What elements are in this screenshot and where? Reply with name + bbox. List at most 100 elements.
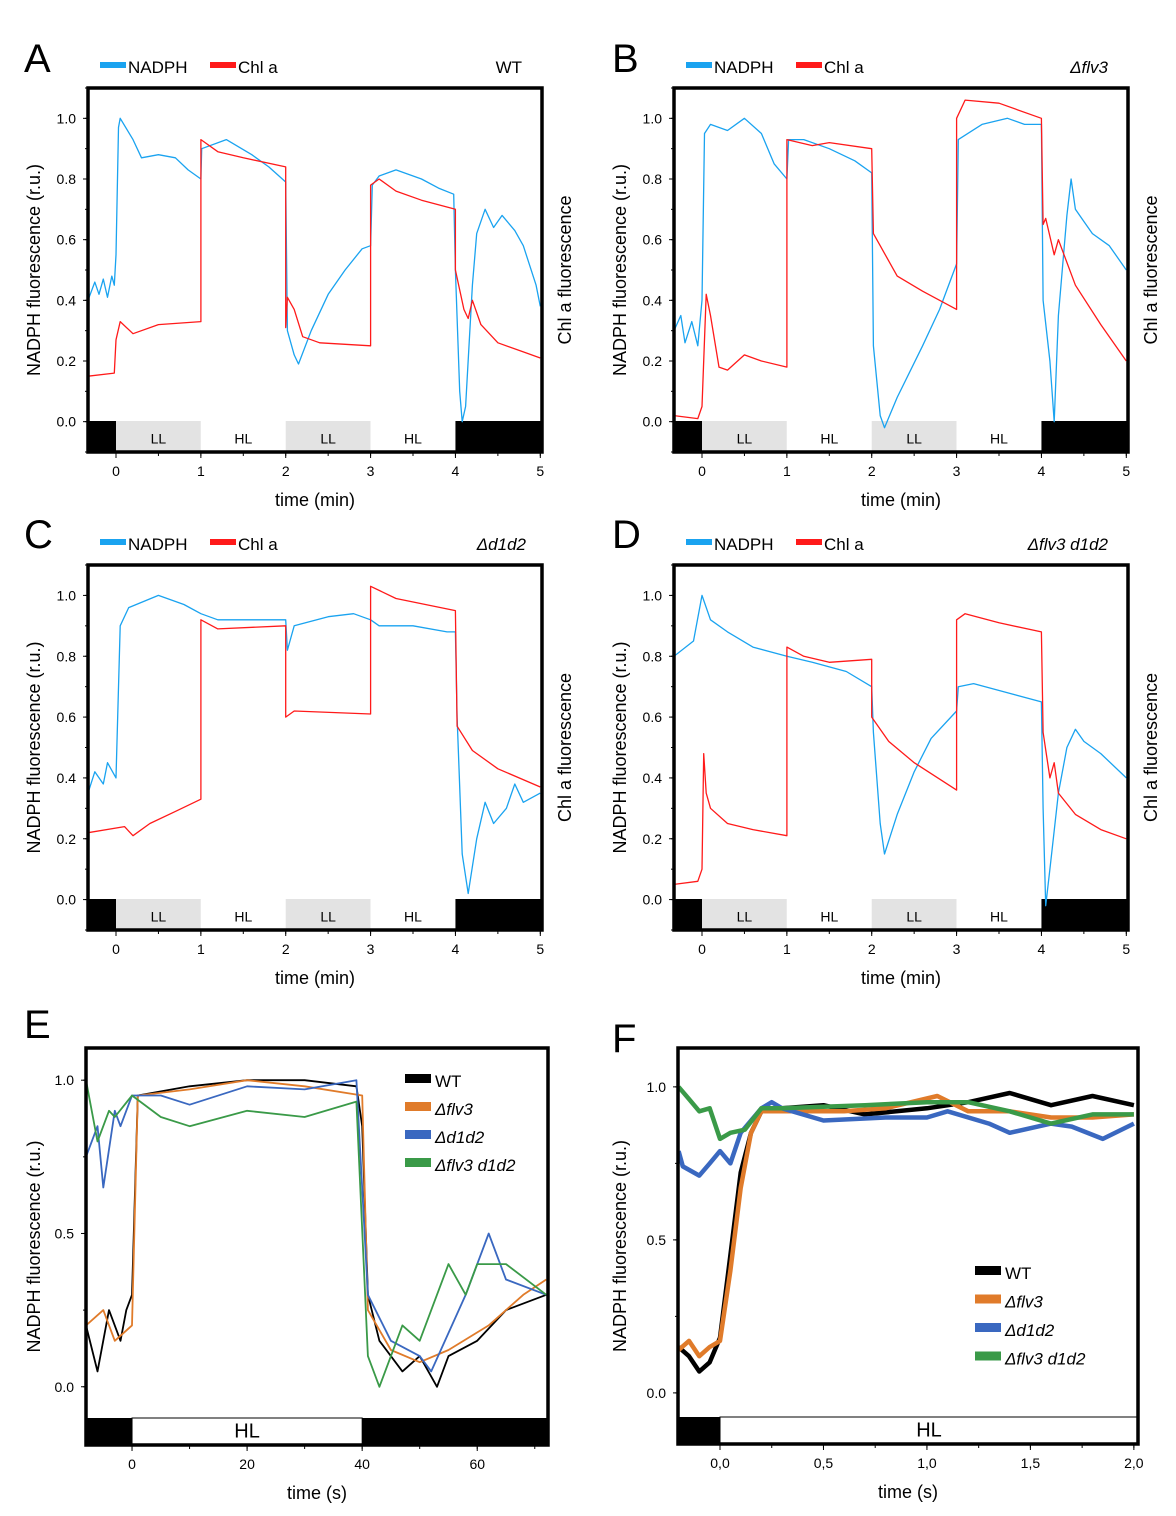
x-tick-label: 4 — [1038, 941, 1046, 957]
legend-label: Δflv3 d1d2 — [434, 1156, 516, 1175]
x-tick-label: 0 — [112, 463, 120, 479]
plot-frame — [672, 563, 1130, 932]
series-line-nadph — [88, 594, 541, 895]
series-line-chl-a — [88, 138, 541, 377]
y-tick-label: 0.0 — [55, 1379, 75, 1395]
legend-label: Δflv3 — [434, 1100, 473, 1119]
light-regime-segment — [88, 421, 117, 452]
light-regime-label: LL — [320, 430, 336, 446]
x-tick-label: 5 — [536, 941, 544, 957]
light-regime-label: HL — [404, 430, 422, 446]
panel-F: F HL 0.0 0.5 1.0 0,0 0,5 1,0 1,5 2,0 time (s) NADPH… — [610, 1017, 1144, 1502]
y-tick-label: 0.5 — [55, 1225, 75, 1241]
legend-swatch — [210, 539, 236, 545]
panel-E: E HL 0.0 0.5 1.0 0 20 40 60 time (s) NADPH fluores… — [24, 1003, 550, 1503]
light-regime-segment — [362, 1418, 548, 1445]
light-regime-segment — [674, 421, 703, 452]
light-regime-segment — [871, 421, 957, 452]
light-regime-label: HL — [990, 430, 1008, 446]
x-tick-label: 2 — [282, 941, 290, 957]
light-regime-segment — [86, 1418, 133, 1445]
panel-letter: A — [24, 37, 51, 81]
panel-letter: D — [612, 513, 641, 557]
series-line-nadph — [674, 117, 1127, 429]
light-regime-segment — [455, 899, 542, 930]
x-tick-label: 4 — [1038, 463, 1046, 479]
x-axis-label: time (s) — [287, 1483, 347, 1503]
light-regime-label: LL — [151, 908, 167, 924]
legend-label: Chl a — [824, 58, 864, 77]
x-tick-label: 2 — [282, 463, 290, 479]
legend-swatch — [975, 1294, 1001, 1304]
series-line--d1d2 — [678, 1099, 1135, 1178]
legend-swatch — [796, 539, 822, 545]
light-regime-label: HL — [404, 908, 422, 924]
x-axis-label: time (s) — [878, 1482, 938, 1502]
light-regime-segment — [285, 421, 371, 452]
y-tick-label: 0.0 — [643, 892, 663, 908]
x-tick-label: 1 — [783, 941, 791, 957]
y-tick-label: 0.6 — [643, 709, 663, 725]
panel-letter: F — [612, 1017, 636, 1061]
panel-letter: E — [24, 1003, 51, 1047]
light-regime-label: LL — [320, 908, 336, 924]
light-regime-segment — [702, 421, 787, 452]
x-tick-label: 4 — [452, 463, 460, 479]
y-axis-label: NADPH fluorescence (r.u.) — [24, 641, 44, 853]
x-tick-label: 1 — [197, 463, 205, 479]
light-regime-segment — [786, 899, 872, 930]
light-regime-segment — [370, 899, 456, 930]
legend-swatch — [405, 1130, 431, 1139]
panel-B: B LL HL LL HL 0.0 0.2 0.4 0.6 0.8 1.0 0 1 2 3 4 5 time (m… — [610, 37, 1161, 510]
strain-label: Δflv3 — [1069, 58, 1108, 77]
y-tick-label: 0.0 — [643, 414, 663, 430]
x-tick-label: 1,0 — [917, 1455, 937, 1471]
x-tick-label: 5 — [1122, 463, 1130, 479]
light-regime-segment — [88, 899, 117, 930]
light-regime-segment — [674, 899, 703, 930]
y2-axis-label: Chl a fluorescence — [1141, 673, 1161, 822]
light-regime-segment — [956, 899, 1042, 930]
series-line-wt — [678, 1090, 1135, 1374]
legend-swatch — [975, 1351, 1001, 1361]
light-regime-segment — [1041, 899, 1128, 930]
legend-label: Chl a — [238, 58, 278, 77]
y-tick-label: 1.0 — [643, 110, 663, 126]
plot-frame — [84, 1046, 550, 1447]
x-tick-label: 0,5 — [814, 1455, 834, 1471]
y2-axis-label: Chl a fluorescence — [1141, 195, 1161, 344]
light-regime-label: HL — [234, 430, 252, 446]
light-regime-segment — [871, 899, 957, 930]
legend-label: NADPH — [128, 535, 188, 554]
x-axis-label: time (min) — [275, 968, 355, 988]
y-tick-label: 0.2 — [57, 353, 77, 369]
x-axis-label: time (min) — [861, 490, 941, 510]
y-tick-label: 1.0 — [57, 110, 77, 126]
legend-label: Δflv3 d1d2 — [1004, 1350, 1086, 1369]
x-tick-label: 3 — [367, 941, 375, 957]
strain-label: Δflv3 d1d2 — [1027, 535, 1109, 554]
legend-swatch — [100, 62, 126, 68]
x-tick-label: 2 — [868, 463, 876, 479]
y-tick-label: 0.0 — [57, 414, 77, 430]
light-regime-label: HL — [820, 908, 838, 924]
legend-swatch — [975, 1323, 1001, 1332]
series-line-chl-a — [88, 585, 541, 837]
series-line-nadph — [88, 117, 541, 423]
panel-letter: C — [24, 513, 53, 557]
light-regime-segment — [370, 421, 456, 452]
legend-label: Δd1d2 — [434, 1128, 485, 1147]
legend-swatch — [975, 1266, 1001, 1275]
legend-swatch — [405, 1074, 431, 1083]
light-regime-label: HL — [234, 1420, 260, 1442]
light-regime-segment — [702, 899, 787, 930]
x-tick-label: 2 — [868, 941, 876, 957]
legend-swatch — [210, 62, 236, 68]
x-tick-label: 40 — [354, 1456, 370, 1472]
panel-letter: B — [612, 37, 639, 81]
series-line--flv3-d1d2 — [678, 1085, 1134, 1142]
series-line--flv3 — [86, 1079, 547, 1364]
x-tick-label: 3 — [367, 463, 375, 479]
y-tick-label: 0.5 — [647, 1232, 667, 1248]
plot-frame — [676, 1046, 1140, 1446]
